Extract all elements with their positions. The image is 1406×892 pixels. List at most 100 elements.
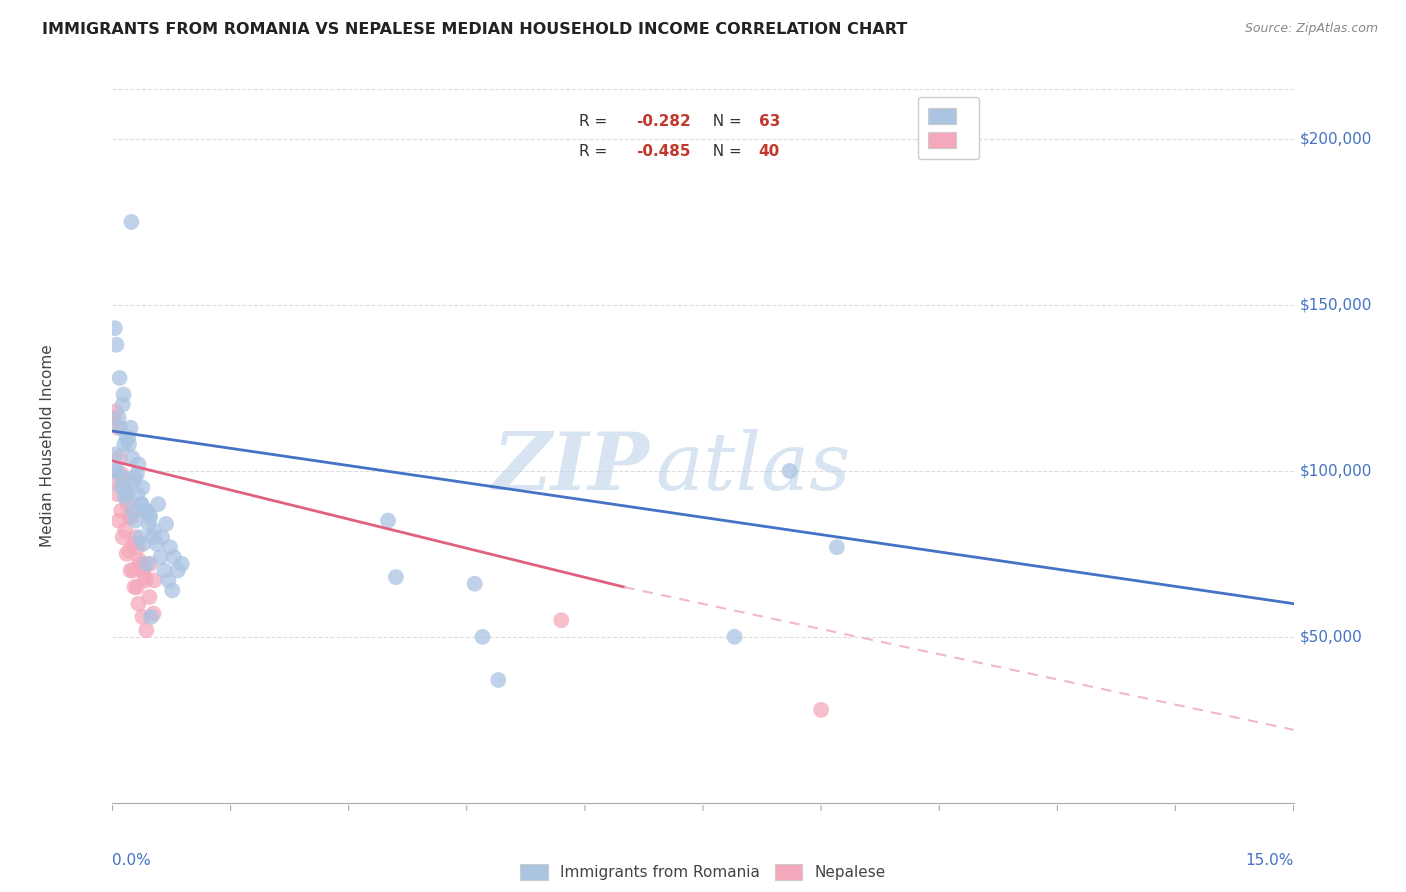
Point [159, 540, 181, 554]
Point [121, 450, 143, 465]
Point [120, 215, 142, 229]
Point [127, 487, 149, 501]
Point [385, 570, 408, 584]
Point [127, 540, 149, 554]
Point [124, 580, 146, 594]
Text: R =: R = [579, 144, 612, 159]
Point [135, 624, 157, 638]
Point [166, 564, 188, 578]
Point [142, 607, 165, 621]
Point [155, 516, 177, 531]
Point [464, 576, 486, 591]
Point [145, 537, 167, 551]
Point [131, 481, 153, 495]
Point [138, 507, 160, 521]
Point [124, 514, 146, 528]
Point [105, 464, 128, 478]
Point [132, 537, 155, 551]
Text: $100,000: $100,000 [1299, 463, 1372, 478]
Point [103, 410, 125, 425]
Point [132, 564, 155, 578]
Text: Median Household Income: Median Household Income [39, 344, 55, 548]
Text: N =: N = [703, 114, 747, 128]
Point [104, 447, 127, 461]
Text: ZIP: ZIP [494, 429, 650, 506]
Point [108, 371, 131, 385]
Point [122, 537, 145, 551]
Point [110, 421, 132, 435]
Text: IMMIGRANTS FROM ROMANIA VS NEPALESE MEDIAN HOUSEHOLD INCOME CORRELATION CHART: IMMIGRANTS FROM ROMANIA VS NEPALESE MEDI… [42, 22, 907, 37]
Point [120, 564, 142, 578]
Point [127, 457, 149, 471]
Text: $150,000: $150,000 [1299, 297, 1372, 312]
Point [139, 557, 162, 571]
Point [129, 497, 152, 511]
Point [108, 450, 131, 465]
Text: -0.485: -0.485 [636, 144, 690, 159]
Text: 40: 40 [758, 144, 780, 159]
Point [138, 590, 160, 604]
Point [163, 550, 186, 565]
Point [107, 421, 129, 435]
Point [111, 530, 134, 544]
Text: Source: ZipAtlas.com: Source: ZipAtlas.com [1244, 22, 1378, 36]
Point [104, 404, 127, 418]
Text: 15.0%: 15.0% [1246, 853, 1294, 868]
Point [105, 487, 128, 501]
Point [131, 610, 153, 624]
Point [104, 321, 127, 335]
Point [138, 516, 160, 531]
Point [134, 570, 156, 584]
Point [153, 564, 176, 578]
Point [146, 497, 169, 511]
Point [131, 497, 153, 511]
Point [139, 510, 162, 524]
Text: N =: N = [703, 144, 747, 159]
Point [127, 597, 149, 611]
Point [377, 514, 399, 528]
Point [117, 431, 139, 445]
Point [117, 487, 139, 501]
Point [118, 510, 141, 524]
Point [110, 504, 132, 518]
Point [120, 421, 142, 435]
Text: -0.282: -0.282 [636, 114, 690, 128]
Point [114, 524, 136, 538]
Point [115, 483, 138, 498]
Point [120, 510, 142, 524]
Point [162, 583, 184, 598]
Point [471, 630, 494, 644]
Point [114, 491, 136, 505]
Point [125, 467, 148, 482]
Point [105, 338, 128, 352]
Point [157, 574, 180, 588]
Point [122, 504, 145, 518]
Point [115, 547, 138, 561]
Text: 0.0%: 0.0% [112, 853, 152, 868]
Text: R =: R = [579, 114, 612, 128]
Point [122, 564, 145, 578]
Point [170, 557, 193, 571]
Point [825, 540, 848, 554]
Point [136, 557, 159, 571]
Text: $200,000: $200,000 [1299, 131, 1372, 146]
Point [128, 553, 150, 567]
Point [486, 673, 509, 687]
Text: atlas: atlas [655, 429, 851, 506]
Point [118, 437, 141, 451]
Point [129, 530, 152, 544]
Point [107, 410, 129, 425]
Point [103, 464, 125, 478]
Point [810, 703, 832, 717]
Point [139, 610, 162, 624]
Text: 63: 63 [758, 114, 780, 128]
Point [125, 580, 148, 594]
Point [110, 481, 132, 495]
Point [111, 467, 134, 482]
Point [142, 530, 165, 544]
Point [104, 474, 127, 488]
Point [150, 530, 173, 544]
Text: $50,000: $50,000 [1299, 630, 1362, 644]
Point [115, 431, 138, 445]
Point [143, 574, 166, 588]
